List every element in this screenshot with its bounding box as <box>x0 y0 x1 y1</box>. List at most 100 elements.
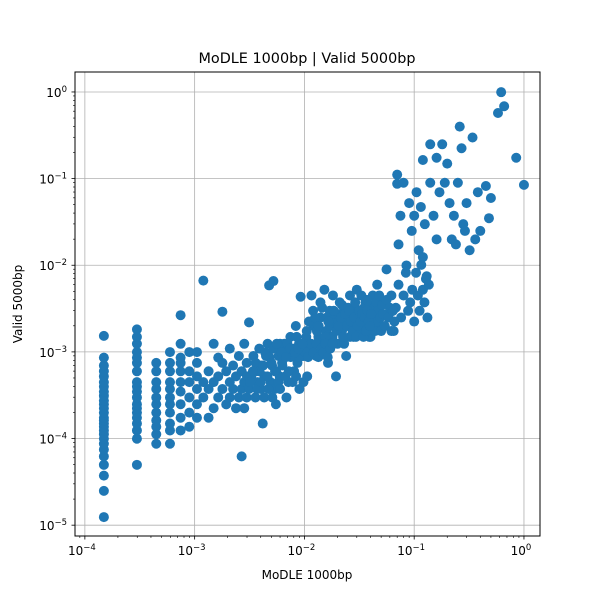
scatter-point <box>317 302 328 313</box>
scatter-point <box>291 331 302 342</box>
scatter-point <box>191 412 202 423</box>
scatter-point <box>393 239 404 250</box>
scatter-point <box>175 377 186 388</box>
scatter-point <box>233 392 244 403</box>
scatter-point <box>175 425 186 436</box>
scatter-point <box>341 351 352 362</box>
scatter-point <box>151 392 162 403</box>
scatter-point <box>191 371 202 382</box>
scatter-point <box>151 415 162 426</box>
scatter-point <box>404 198 415 209</box>
scatter-point <box>421 271 432 282</box>
scatter-point <box>184 347 195 358</box>
scatter-point <box>319 284 330 295</box>
scatter-point <box>164 425 175 436</box>
scatter-point <box>191 384 202 394</box>
scatter-point <box>393 279 404 290</box>
y-tick-label: 10−3 <box>39 345 67 360</box>
scatter-point <box>191 399 202 410</box>
scatter-point <box>164 377 175 388</box>
scatter-point <box>203 366 214 377</box>
scatter-point <box>511 152 522 163</box>
scatter-point <box>164 392 175 403</box>
scatter-point <box>301 326 312 337</box>
scatter-point <box>425 177 436 188</box>
scatter-point <box>327 290 338 301</box>
scatter-point <box>398 177 409 188</box>
scatter-point <box>198 392 209 403</box>
chart-title: MoDLE 1000bp | Valid 5000bp <box>198 51 415 67</box>
scatter-point <box>415 201 426 212</box>
scatter-point <box>208 338 219 349</box>
scatter-point <box>217 306 228 317</box>
scatter-point <box>213 371 224 382</box>
scatter-point <box>411 267 422 278</box>
scatter-point <box>389 316 400 327</box>
scatter-point <box>423 279 434 290</box>
scatter-point <box>442 158 453 169</box>
scatter-point <box>98 470 109 481</box>
scatter-point <box>151 357 162 368</box>
scatter-point <box>230 403 241 414</box>
scatter-point <box>271 338 282 349</box>
scatter-point <box>295 291 306 302</box>
scatter-point <box>131 331 142 342</box>
scatter-point <box>98 360 109 371</box>
scatter-point <box>203 412 214 423</box>
scatter-point <box>496 87 507 98</box>
scatter-point <box>395 210 406 221</box>
x-tick-label: 10−3 <box>178 543 206 558</box>
scatter-point <box>275 384 286 394</box>
scatter-point <box>98 352 109 363</box>
scatter-point <box>464 245 475 256</box>
scatter-point <box>431 234 442 245</box>
scatter-point <box>224 343 235 354</box>
scatter-point <box>224 392 235 403</box>
scatter-point <box>518 179 529 190</box>
scatter-point <box>444 198 455 209</box>
scatter-point <box>239 403 250 414</box>
scatter-point <box>175 366 186 377</box>
scatter-point <box>164 347 175 358</box>
scatter-point <box>297 338 308 349</box>
scatter-point <box>241 357 252 368</box>
scatter-point <box>236 451 247 462</box>
scatter-point <box>406 225 417 236</box>
x-tick-label: 100 <box>511 543 532 558</box>
scatter-point <box>392 169 403 180</box>
scatter-point <box>98 459 109 470</box>
scatter-point <box>151 377 162 388</box>
scatter-point <box>411 187 422 198</box>
scatter-point <box>259 392 270 403</box>
scatter-point <box>164 407 175 418</box>
scatter-point <box>472 187 483 198</box>
scatter-point <box>98 451 109 462</box>
scatter-point <box>175 310 186 321</box>
scatter-point <box>327 338 338 349</box>
scatter-point <box>257 418 268 429</box>
scatter-point <box>175 352 186 363</box>
scatter-point <box>255 377 266 388</box>
scatter-point <box>480 180 491 191</box>
x-axis-label: MoDLE 1000bp <box>262 568 353 582</box>
scatter-point <box>164 418 175 429</box>
x-tick-label: 10−4 <box>68 543 96 558</box>
scatter-point <box>328 305 339 316</box>
scatter-point <box>164 438 175 449</box>
y-tick-label: 100 <box>46 85 67 100</box>
grid-layer <box>75 72 540 536</box>
scatter-point <box>244 317 255 328</box>
scatter-point <box>184 377 195 388</box>
ticks-layer: 10−4 10−3 10−2 10−1 10010−510−410−310−210−11… <box>39 85 531 558</box>
scatter-point <box>191 347 202 358</box>
scatter-point <box>409 210 420 221</box>
scatter-point <box>247 366 258 377</box>
scatter-point <box>266 357 277 368</box>
scatter-point <box>302 371 313 382</box>
scatter-point <box>203 384 214 394</box>
scatter-point <box>98 512 109 523</box>
scatter-point <box>306 290 317 301</box>
scatter-point <box>198 377 209 388</box>
scatter-point <box>184 421 195 432</box>
scatter-point <box>416 259 427 270</box>
